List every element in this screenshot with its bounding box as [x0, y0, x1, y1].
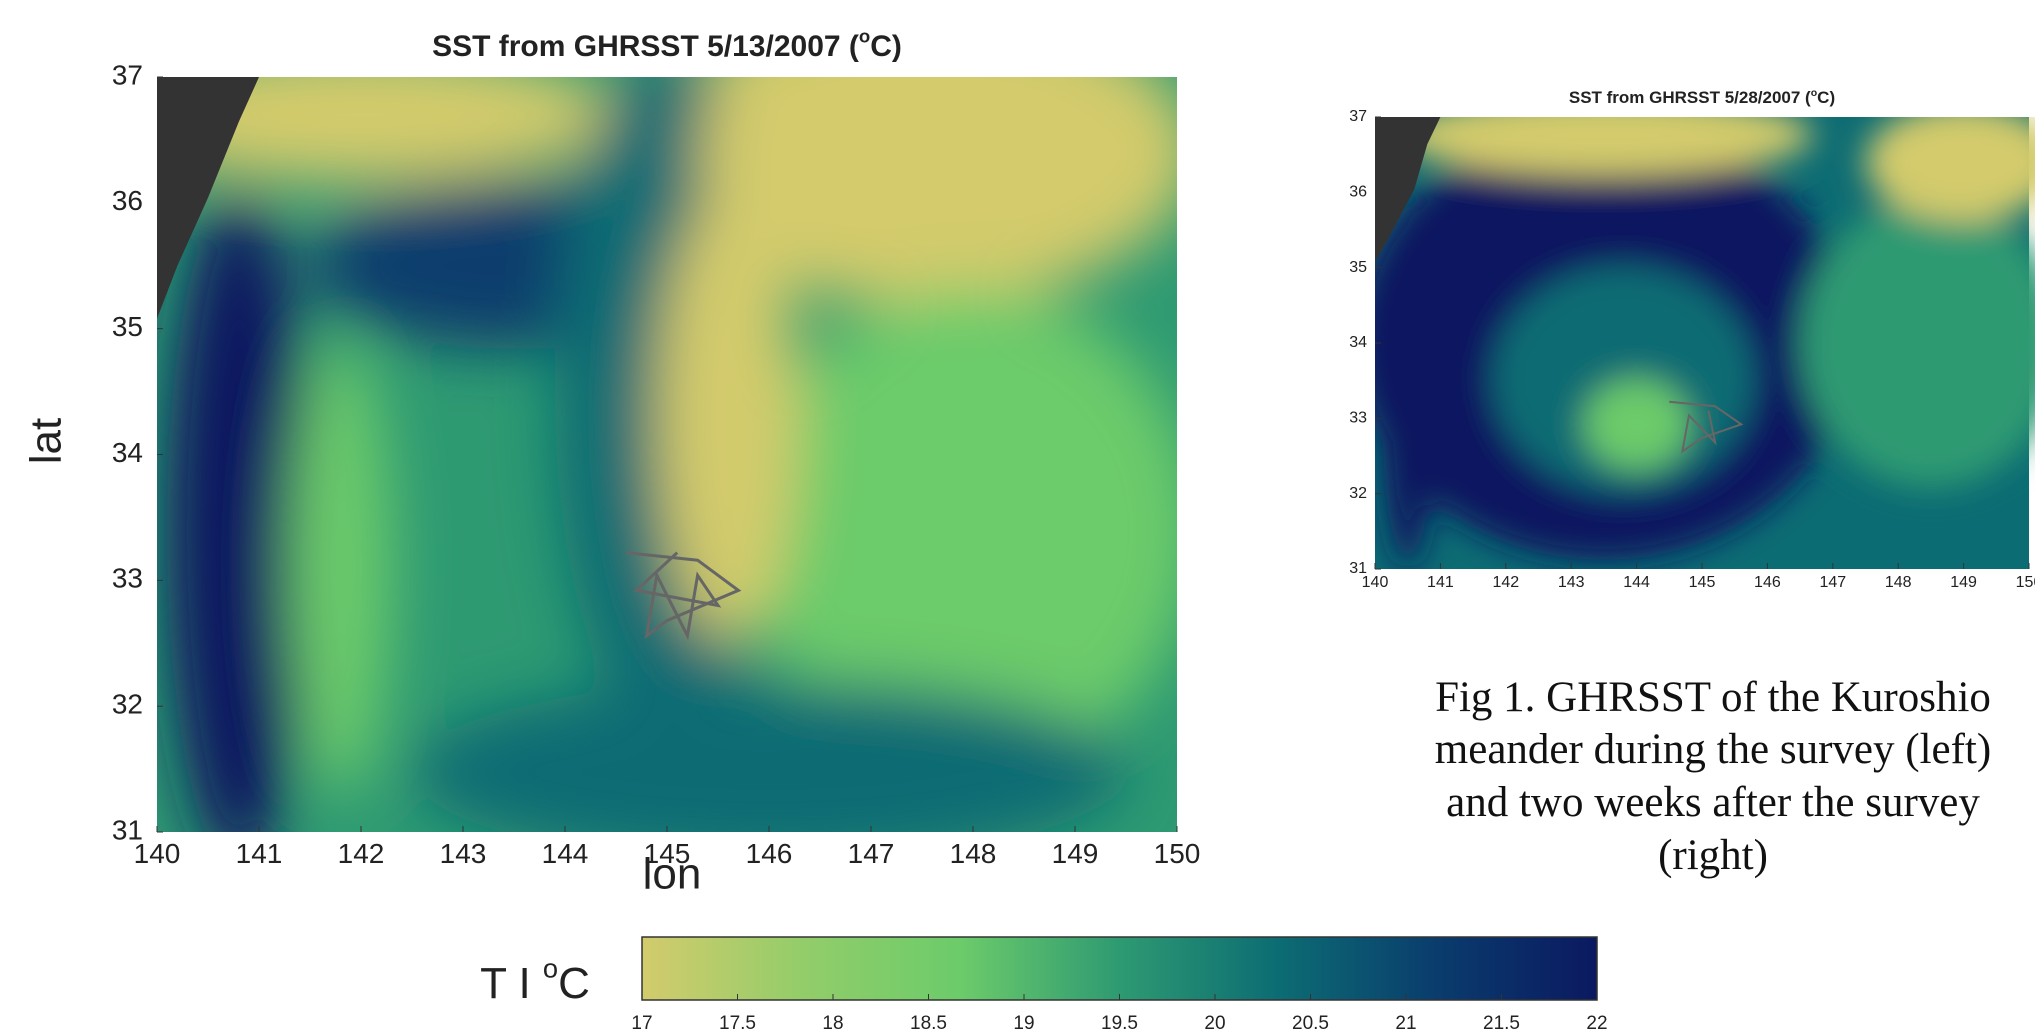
colorbar-label-part: C: [558, 959, 590, 1008]
x-tick-label: 150: [2016, 574, 2035, 591]
x-tick-label: 143: [440, 838, 487, 869]
y-tick-label: 31: [1349, 560, 1367, 577]
colorbar-tick-label: 19: [1013, 1013, 1034, 1032]
land: [157, 77, 259, 319]
chart-title-part: C): [1817, 88, 1835, 107]
x-tick-label: 147: [1819, 574, 1846, 591]
x-tick-label: 145: [644, 838, 691, 869]
x-tick-label: 143: [1558, 574, 1585, 591]
colorbar-tick-label: 17: [631, 1013, 652, 1032]
y-tick-label: 36: [1349, 184, 1367, 201]
colorbar-tick-label: 17.5: [719, 1013, 756, 1032]
y-tick-label: 37: [112, 59, 143, 90]
colorbar-tick-label: 18.5: [910, 1013, 947, 1032]
y-tick-label: 35: [112, 311, 143, 342]
y-tick-label: 36: [112, 185, 143, 216]
colorbar-tick-label: 18: [822, 1013, 843, 1032]
y-tick-label: 34: [112, 437, 143, 468]
x-tick-label: 150: [1154, 838, 1201, 869]
sst-blob: [656, 190, 800, 644]
sst-blob: [1381, 207, 1434, 569]
caption-line: and two weeks after the survey: [1446, 779, 1980, 826]
ship-track: [1669, 400, 1744, 454]
caption: Fig 1. GHRSST of the Kuroshio meander du…: [1435, 674, 1991, 879]
map-image: [1375, 117, 2035, 569]
sst-blob: [157, 77, 616, 183]
sst-field: [157, 77, 1177, 832]
x-tick-label: 140: [1362, 574, 1389, 591]
sst-blob: [748, 288, 1177, 772]
colorbar-tick-label: 20.5: [1292, 1013, 1329, 1032]
x-tick-label: 140: [134, 838, 181, 869]
chart-title: SST from GHRSST 5/13/2007 (oC): [432, 25, 902, 63]
x-tick-label: 145: [1689, 574, 1716, 591]
chart-title: SST from GHRSST 5/28/2007 (oC): [1569, 87, 1835, 108]
sst-blob: [412, 681, 1126, 832]
sst-blob: [1394, 117, 1814, 176]
x-tick-label: 144: [542, 838, 589, 869]
x-tick-label: 149: [1052, 838, 1099, 869]
x-tick-label: 147: [848, 838, 895, 869]
y-tick-label: 32: [112, 689, 143, 720]
y-tick-label: 35: [1349, 259, 1367, 276]
caption-line: meander during the survey (left): [1435, 726, 1991, 773]
y-tick-label: 33: [112, 563, 143, 594]
chart-title-part: o: [859, 25, 870, 46]
sst-blob: [289, 341, 392, 795]
x-tick-label: 141: [236, 838, 283, 869]
x-tick-label: 146: [1754, 574, 1781, 591]
sst-blob: [1584, 379, 1689, 470]
x-axis-label: lon: [643, 850, 702, 899]
colorbar-tick-label: 20: [1204, 1013, 1225, 1032]
colorbar-tick-label: 19.5: [1101, 1013, 1138, 1032]
colorbar-label-part: o: [543, 953, 558, 984]
chart-title-part: C): [870, 30, 902, 63]
y-tick-label: 37: [1349, 108, 1367, 125]
sst-blob: [1492, 266, 1755, 493]
map-image: [157, 77, 1177, 832]
colorbar: [641, 936, 1598, 1001]
colorbar-tick-label: 22: [1586, 1013, 1607, 1032]
x-tick-label: 149: [1950, 574, 1977, 591]
y-axis-label: lat: [22, 418, 71, 464]
x-tick-label: 142: [1492, 574, 1519, 591]
sst-blob: [1800, 198, 2035, 488]
x-tick-label: 144: [1623, 574, 1650, 591]
colorbar-label-part: T I: [480, 959, 543, 1008]
y-tick-label: 31: [112, 814, 143, 845]
colorbar-tick-label: 21: [1395, 1013, 1416, 1032]
colorbar-tick-label: 21.5: [1483, 1013, 1520, 1032]
land: [1375, 117, 1441, 262]
chart-title-part: SST from GHRSST 5/28/2007 (: [1569, 88, 1811, 107]
y-tick-label: 33: [1349, 410, 1367, 427]
caption-line: (right): [1658, 832, 1768, 879]
x-tick-label: 146: [746, 838, 793, 869]
chart-title-part: o: [1811, 87, 1818, 99]
sst-blob: [697, 77, 882, 244]
caption-line: Fig 1. GHRSST of the Kuroshio: [1435, 674, 1991, 721]
x-tick-label: 142: [338, 838, 385, 869]
y-tick-label: 32: [1349, 485, 1367, 502]
sst-blob: [1865, 117, 2035, 221]
x-tick-label: 148: [950, 838, 997, 869]
ship-track: [626, 551, 742, 641]
sst-field: [1375, 117, 2035, 569]
colorbar-label: T I oC: [480, 953, 590, 1008]
chart-title-part: SST from GHRSST 5/13/2007 (: [432, 30, 859, 63]
x-tick-label: 141: [1427, 574, 1454, 591]
x-tick-label: 148: [1885, 574, 1912, 591]
sst-blob: [167, 190, 310, 832]
y-tick-label: 34: [1349, 334, 1367, 351]
